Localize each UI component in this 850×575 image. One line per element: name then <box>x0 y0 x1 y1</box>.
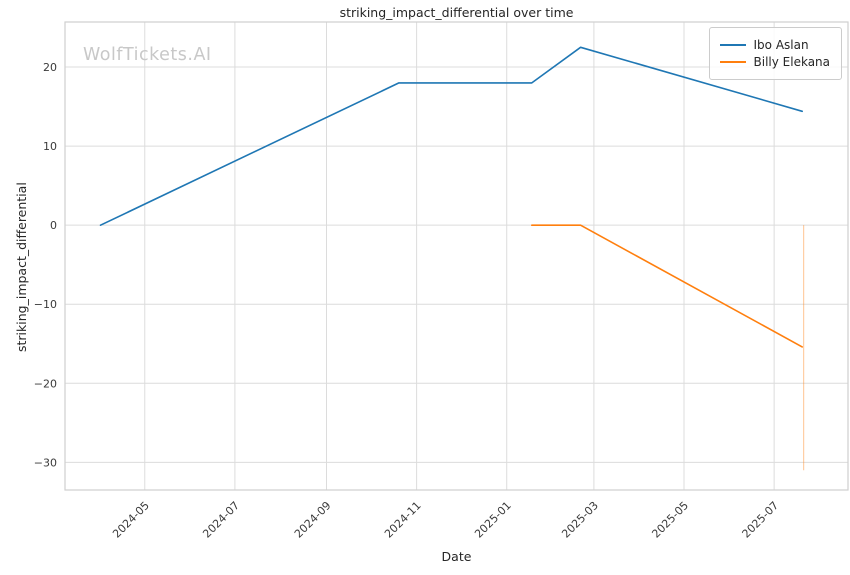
x-tick-label: 2025-05 <box>649 499 691 541</box>
x-tick-label: 2024-09 <box>292 499 334 541</box>
y-axis-label: striking_impact_differential <box>14 182 29 352</box>
watermark: WolfTickets.AI <box>83 45 212 65</box>
legend: Ibo Aslan Billy Elekana <box>708 27 842 80</box>
legend-line-swatch-blue <box>719 44 746 46</box>
series-line-billy-elekana <box>530 224 804 348</box>
series-line-ibo-aslan <box>99 46 804 226</box>
y-tick-label: 20 <box>43 61 57 74</box>
y-tick-label: 0 <box>50 219 57 232</box>
legend-line-swatch-orange <box>719 61 746 63</box>
legend-entry-ibo-aslan: Ibo Aslan <box>719 38 831 52</box>
x-tick-label: 2024-05 <box>110 499 152 541</box>
legend-entry-billy-elekana: Billy Elekana <box>719 55 831 69</box>
x-tick-label: 2025-01 <box>472 499 514 541</box>
y-tick-label: −30 <box>34 456 57 469</box>
legend-label: Billy Elekana <box>753 55 831 69</box>
legend-label: Ibo Aslan <box>753 38 809 52</box>
x-tick-label: 2024-07 <box>200 499 242 541</box>
y-tick-label: −10 <box>34 298 57 311</box>
x-tick-label: 2025-03 <box>559 499 601 541</box>
x-tick-label: 2024-11 <box>382 499 424 541</box>
y-tick-label: −20 <box>34 377 57 390</box>
y-tick-label: 10 <box>43 140 57 153</box>
plot-background <box>65 22 848 490</box>
chart-title: striking_impact_differential over time <box>339 5 574 20</box>
x-axis-label: Date <box>441 549 472 564</box>
x-tick-label: 2025-07 <box>740 499 782 541</box>
plot-border <box>64 21 849 491</box>
